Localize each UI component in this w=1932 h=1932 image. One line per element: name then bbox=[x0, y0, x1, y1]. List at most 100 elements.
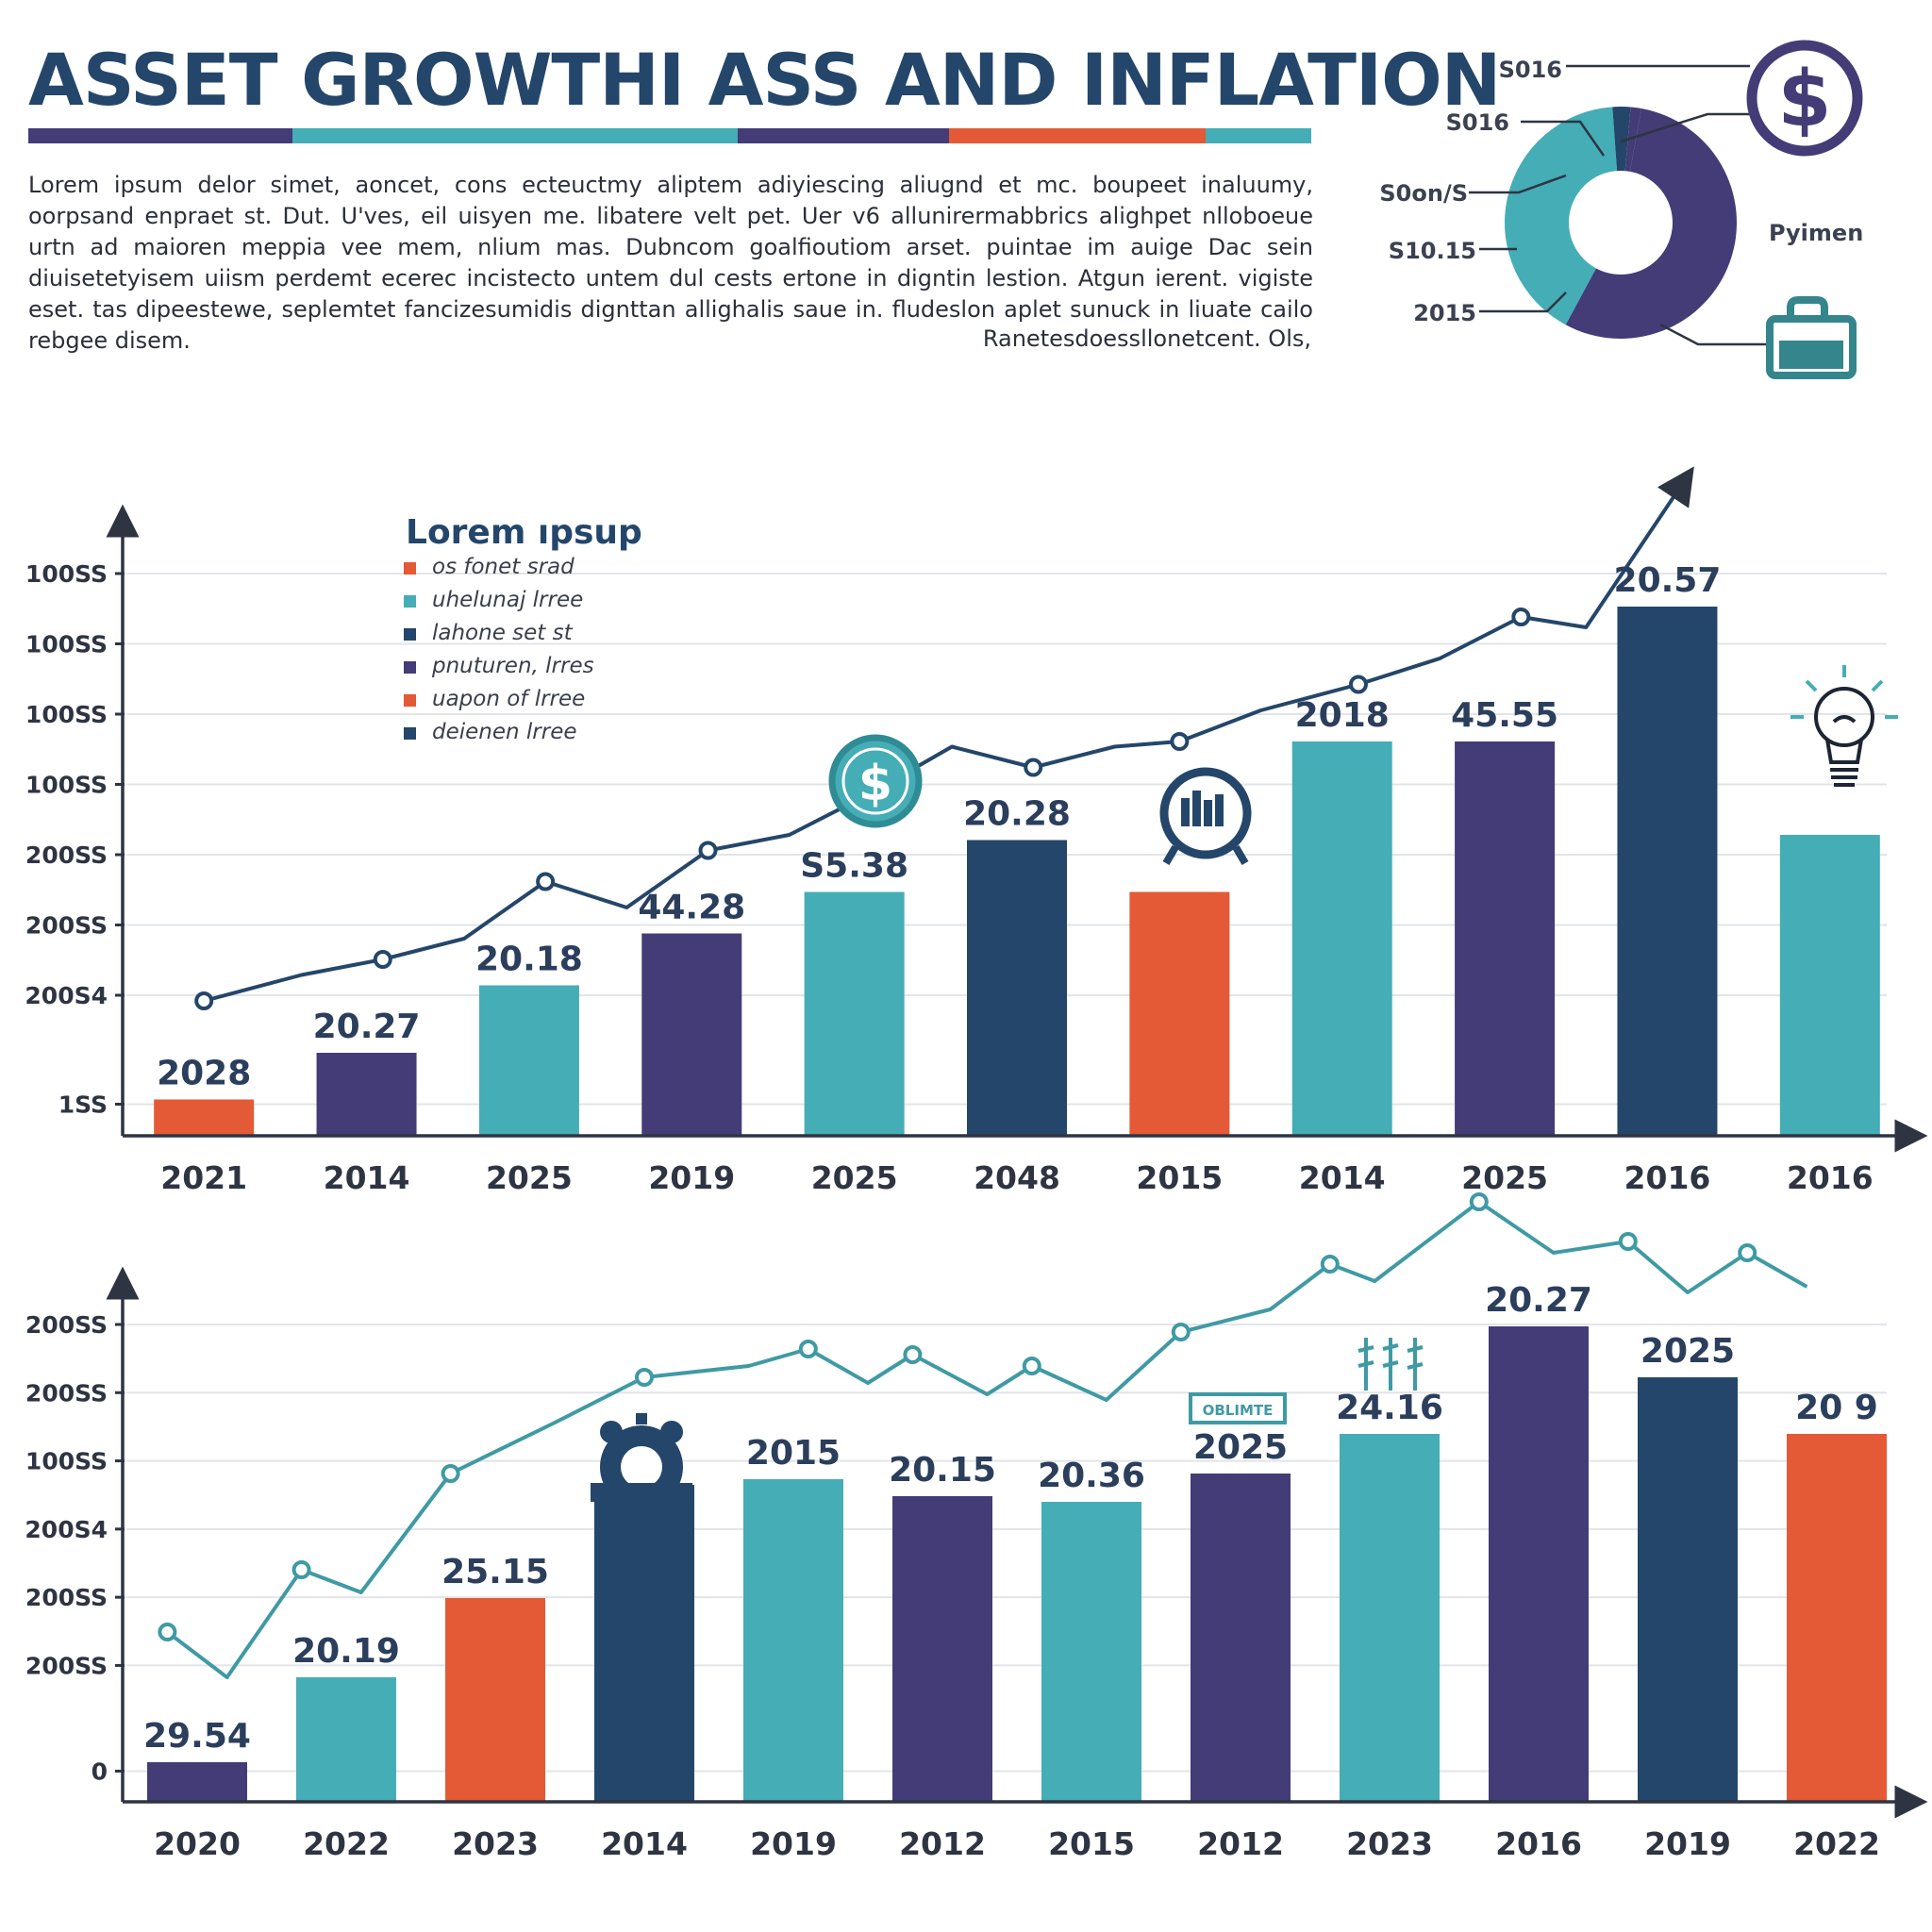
chart2-trend-marker-5 bbox=[441, 1464, 460, 1483]
chart2-trend-marker-15 bbox=[1171, 1323, 1191, 1341]
chart1-x-tick-3: 2025 bbox=[486, 1159, 573, 1196]
alarm-clock-icon bbox=[591, 1413, 692, 1508]
chart2-data-labels: 29.54 20.19 25.15 2015 20.15 20.36 2025 24.16 20… bbox=[143, 1281, 1878, 1756]
dollar-coin-icon: $ bbox=[828, 734, 923, 828]
plant-sprouts-icon bbox=[1357, 1338, 1424, 1391]
chart1-bar-7 bbox=[1129, 891, 1230, 1136]
chart2-bar-8 bbox=[1191, 1474, 1291, 1802]
chart1-data-label-6: 20.28 bbox=[963, 795, 1071, 834]
donut-label-2: S016 bbox=[1446, 109, 1509, 136]
chart1-bar-10 bbox=[1617, 607, 1718, 1136]
chart2-x-tick-4: 2014 bbox=[601, 1825, 688, 1862]
chart1-x-tick-1: 2021 bbox=[160, 1159, 247, 1196]
chart2-trend-polyline bbox=[166, 1200, 1808, 1679]
chart2-x-tick-12: 2022 bbox=[1793, 1825, 1880, 1862]
legend-swatch-2 bbox=[404, 595, 416, 608]
banner-icon: OBLIMTE bbox=[1189, 1392, 1287, 1424]
chart1-y-tick-8: 1SS bbox=[58, 1091, 108, 1118]
chart2-data-label-9: 24.16 bbox=[1336, 1389, 1443, 1427]
underline-segment-teal bbox=[292, 128, 738, 143]
dollar-symbol: $ bbox=[1777, 55, 1831, 144]
chart1-y-tick-7: 200S4 bbox=[25, 982, 108, 1009]
donut-leader-lines bbox=[1469, 64, 1774, 346]
chart2-data-label-7: 20.36 bbox=[1038, 1457, 1145, 1495]
chart2-y-tick-6: 200SS bbox=[25, 1652, 108, 1679]
chart2-data-label-3: 25.15 bbox=[441, 1553, 549, 1591]
chart2-bar-4 bbox=[594, 1485, 694, 1802]
chart2-trend-marker-3 bbox=[291, 1560, 311, 1579]
chart2-trend-marker-23 bbox=[1738, 1243, 1757, 1262]
legend-item-1: os fonet srad bbox=[432, 555, 575, 579]
chart2-bar-12 bbox=[1787, 1434, 1887, 1802]
chart1-x-tick-2: 2014 bbox=[324, 1159, 410, 1196]
chart2-data-label-6: 20.15 bbox=[889, 1451, 996, 1490]
chart1-y-tick-4: 100SS bbox=[25, 772, 108, 799]
legend-swatch-3 bbox=[404, 628, 416, 641]
chart1-bar-1 bbox=[154, 1099, 255, 1136]
intro-paragraph-tail: Ranetesdoessllonetcent. Ols, bbox=[982, 325, 1311, 352]
chart2-y-tick-labels: 200SS 200SS 100SS 200S4 200SS 200SS 0 bbox=[25, 1311, 125, 1785]
chart1-x-tick-10: 2016 bbox=[1624, 1159, 1711, 1196]
legend-item-4: pnuturen, lrres bbox=[431, 654, 594, 678]
chart1-bar-2 bbox=[316, 1053, 417, 1136]
chart2-trend-marker-17 bbox=[1320, 1255, 1340, 1274]
bar-chart-2: 200SS 200SS 100SS 200S4 200SS 200SS 0 29.54 20.… bbox=[25, 1192, 1928, 1862]
chart2-x-tick-6: 2012 bbox=[899, 1825, 986, 1862]
chart1-x-tick-4: 2019 bbox=[648, 1159, 735, 1196]
chart2-trend-marker-1 bbox=[158, 1623, 177, 1641]
chart2-bar-10 bbox=[1489, 1326, 1589, 1802]
chart1-data-labels: 2028 20.27 20.18 44.28 S5.38 20.28 2018 45.55 20… bbox=[157, 561, 1721, 1093]
chart2-y-tick-1: 200SS bbox=[25, 1311, 108, 1339]
legend-swatch-1 bbox=[404, 562, 416, 575]
chart1-bar-11 bbox=[1779, 835, 1880, 1136]
chart1-y-tick-labels: 100SS 100SS 100SS 100SS 200SS 200SS 200S4 1SS bbox=[25, 560, 125, 1118]
chart2-trend-marker-19 bbox=[1469, 1192, 1489, 1211]
chart2-trend-marker-9 bbox=[798, 1340, 818, 1358]
donut-label-4: S10.15 bbox=[1389, 238, 1476, 264]
chart2-data-label-1: 29.54 bbox=[143, 1717, 251, 1756]
briefcase-icon bbox=[1766, 296, 1857, 379]
chart1-bars bbox=[154, 607, 1880, 1136]
chart1-y-tick-6: 200SS bbox=[25, 912, 108, 940]
chart1-x-tick-9: 2025 bbox=[1461, 1159, 1548, 1196]
donut-side-label: Pyimen bbox=[1769, 220, 1863, 246]
underline-segment-teal-end bbox=[1206, 128, 1311, 143]
chart1-data-label-8: 2018 bbox=[1295, 696, 1390, 735]
chart1-data-label-5: S5.38 bbox=[800, 847, 908, 886]
chart2-bars bbox=[147, 1326, 1887, 1802]
underline-segment-orange bbox=[949, 128, 1206, 143]
chart1-trend-marker-1 bbox=[194, 991, 214, 1010]
chart1-x-tick-5: 2025 bbox=[811, 1159, 898, 1196]
legend-swatch-6 bbox=[404, 727, 416, 740]
legend-item-5: uapon of lrree bbox=[432, 687, 585, 711]
chart2-data-label-2: 20.19 bbox=[292, 1632, 400, 1671]
chart2-bar-7 bbox=[1041, 1502, 1141, 1802]
chart2-trend-marker-7 bbox=[635, 1368, 654, 1387]
chart1-x-tick-6: 2048 bbox=[974, 1159, 1060, 1196]
bar-chart-badge-icon bbox=[1159, 767, 1252, 866]
chart1-legend: Lorem ıpsup os fonet srad uhelunaj lrree l… bbox=[404, 513, 642, 744]
chart2-bar-1 bbox=[147, 1762, 247, 1802]
chart1-trend-marker-7 bbox=[698, 841, 718, 860]
chart1-x-tick-7: 2015 bbox=[1136, 1159, 1223, 1196]
chart1-data-label-3: 20.18 bbox=[475, 941, 583, 979]
chart2-x-tick-5: 2019 bbox=[750, 1825, 837, 1862]
bar-chart-1: 100SS 100SS 100SS 100SS 200SS 200SS 200S4 1SS 2… bbox=[25, 466, 1928, 1196]
intro-paragraph: Lorem ipsum delor simet, aoncet, cons ec… bbox=[28, 172, 1313, 354]
chart2-bar-5 bbox=[743, 1479, 843, 1802]
donut-label-5: 2015 bbox=[1413, 300, 1476, 326]
chart2-trend-line bbox=[158, 1192, 1808, 1679]
chart1-y-tick-1: 100SS bbox=[25, 560, 108, 588]
chart2-data-label-12: 20 9 bbox=[1795, 1389, 1878, 1427]
chart2-bar-3 bbox=[445, 1598, 545, 1802]
chart2-gridlines bbox=[126, 1324, 1887, 1773]
chart1-bar-6 bbox=[967, 840, 1067, 1136]
chart2-x-tick-7: 2015 bbox=[1048, 1825, 1135, 1862]
legend-items: os fonet srad uhelunaj lrree lahone set st… bbox=[404, 555, 594, 744]
chart1-data-label-1: 2028 bbox=[157, 1055, 251, 1093]
chart2-x-tick-11: 2019 bbox=[1644, 1825, 1731, 1862]
chart2-y-tick-4: 200S4 bbox=[25, 1516, 108, 1543]
chart2-data-label-10: 20.27 bbox=[1485, 1281, 1592, 1320]
donut-slice-3 bbox=[1612, 107, 1631, 223]
chart1-trend-marker-17 bbox=[1511, 608, 1531, 626]
